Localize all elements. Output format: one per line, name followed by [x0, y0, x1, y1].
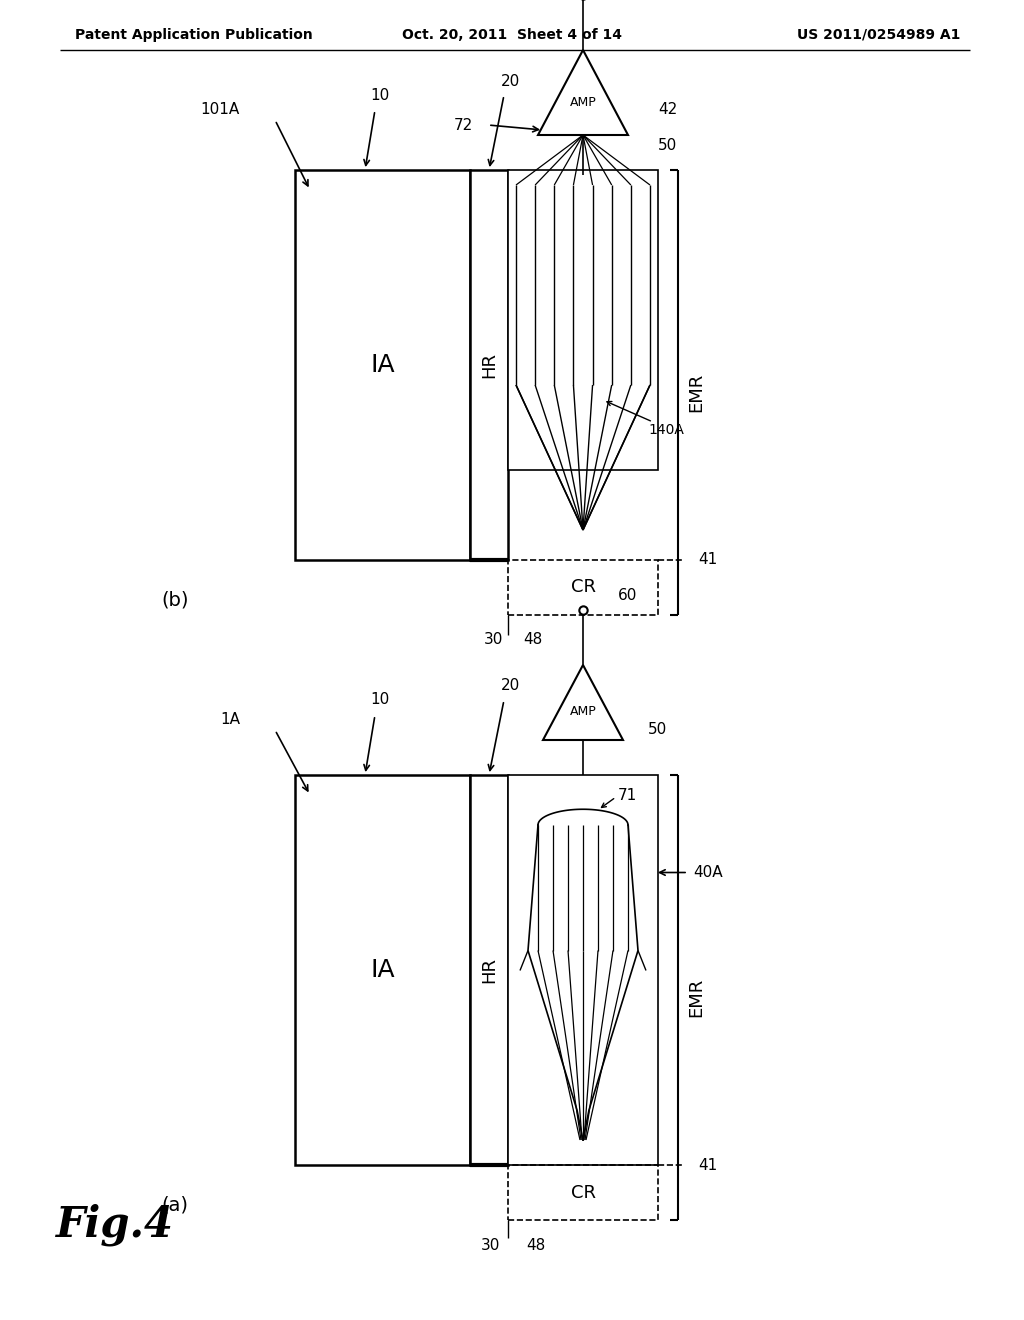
- Bar: [470, 775, 508, 1166]
- Text: 41: 41: [698, 553, 717, 568]
- Text: Oct. 20, 2011  Sheet 4 of 14: Oct. 20, 2011 Sheet 4 of 14: [402, 28, 622, 42]
- Text: (b): (b): [161, 590, 188, 610]
- Text: 140A: 140A: [648, 422, 684, 437]
- Text: 71: 71: [618, 788, 637, 803]
- Bar: [295, 775, 470, 1166]
- Text: (a): (a): [162, 1196, 188, 1214]
- Bar: [508, 560, 658, 615]
- Text: 72: 72: [454, 117, 473, 132]
- Text: AMP: AMP: [569, 705, 596, 718]
- Text: CR: CR: [570, 1184, 596, 1201]
- Bar: [508, 1166, 658, 1220]
- Text: 50: 50: [648, 722, 668, 738]
- Text: CR: CR: [570, 578, 596, 597]
- Text: 20: 20: [502, 74, 520, 90]
- Text: 1A: 1A: [220, 713, 240, 727]
- Text: 20: 20: [502, 677, 520, 693]
- Text: Patent Application Publication: Patent Application Publication: [75, 28, 312, 42]
- Text: 48: 48: [523, 632, 543, 648]
- Text: 42: 42: [658, 103, 677, 117]
- Bar: [508, 775, 658, 1166]
- Text: HR: HR: [480, 352, 498, 378]
- Text: 101A: 101A: [201, 103, 240, 117]
- Text: 40A: 40A: [693, 865, 723, 880]
- Text: 30: 30: [483, 632, 503, 648]
- Text: 10: 10: [371, 87, 389, 103]
- Text: 41: 41: [698, 1158, 717, 1172]
- Text: EMR: EMR: [687, 978, 705, 1018]
- Text: 30: 30: [480, 1238, 500, 1253]
- Text: Fig.4: Fig.4: [56, 1204, 174, 1246]
- Text: EMR: EMR: [687, 372, 705, 412]
- Text: US 2011/0254989 A1: US 2011/0254989 A1: [797, 28, 961, 42]
- Text: HR: HR: [480, 957, 498, 983]
- Bar: [470, 170, 508, 560]
- Bar: [295, 170, 470, 560]
- Text: 60: 60: [618, 587, 637, 602]
- Text: 10: 10: [371, 693, 389, 708]
- Text: IA: IA: [371, 352, 395, 378]
- Text: 48: 48: [526, 1238, 546, 1253]
- Text: IA: IA: [371, 958, 395, 982]
- Text: 50: 50: [658, 137, 677, 153]
- Text: AMP: AMP: [569, 96, 596, 110]
- Bar: [508, 170, 658, 470]
